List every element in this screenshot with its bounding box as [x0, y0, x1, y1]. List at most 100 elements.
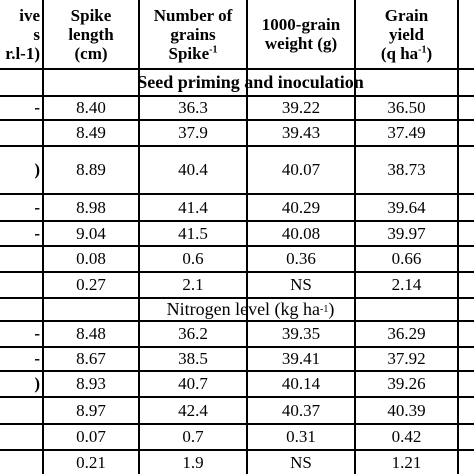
header-grains-line: Number of: [153, 5, 233, 25]
header-spike-length-line: (cm): [74, 43, 108, 63]
column-divider: [138, 0, 140, 474]
row-divider: [0, 68, 474, 70]
header-yield-line: (q ha-1): [381, 44, 432, 63]
row-edge-label: -: [34, 223, 40, 243]
header-grain-yield: Grain yield (q ha-1): [356, 0, 457, 68]
row-edge-label: -: [34, 349, 40, 368]
cell-grains: 2.1: [182, 275, 204, 294]
header-treatment-line: ive: [19, 5, 40, 25]
cell-yield: 37.49: [387, 123, 426, 142]
cell-spike-length: 8.40: [76, 98, 106, 117]
cell-yield: 0.42: [391, 427, 422, 446]
cell-spike-length: 9.04: [76, 223, 106, 243]
header-spike-length: Spike length (cm): [44, 0, 138, 68]
cell-spike-length: 0.07: [76, 427, 106, 446]
row-divider: [0, 423, 474, 425]
cell-grains: 1.9: [182, 452, 204, 472]
row-divider: [0, 297, 474, 299]
column-divider: [42, 0, 44, 474]
cell-yield: 40.39: [387, 400, 426, 420]
cell-spike-length: 0.08: [76, 249, 106, 268]
cell-weight: 39.22: [281, 98, 321, 117]
cell-yield: 36.50: [387, 98, 426, 117]
cell-weight: 39.43: [281, 123, 321, 142]
cell-yield: 1.21: [391, 452, 422, 472]
cell-yield: 39.26: [387, 374, 426, 393]
header-yield-line: yield: [389, 24, 424, 44]
cell-spike-length: 8.97: [76, 400, 106, 420]
cell-weight: 0.31: [286, 427, 316, 446]
cell-yield: 37.92: [387, 349, 426, 368]
row-divider: [0, 245, 474, 247]
row-edge-label: [0, 247, 40, 271]
row-divider: [0, 346, 474, 348]
section-title-nitrogen: Nitrogen level (kg ha -1): [166, 299, 335, 319]
row-divider: [0, 396, 474, 398]
cell-weight: 40.14: [281, 374, 321, 393]
cell-spike-length: 8.89: [76, 160, 106, 179]
cell-weight: 40.07: [281, 160, 321, 179]
header-yield-sup: -1: [418, 43, 427, 55]
row-divider: [0, 220, 474, 222]
cell-grains: 36.3: [178, 98, 208, 117]
header-weight-line: 1000-grain: [261, 15, 341, 34]
row-edge-label: [0, 425, 40, 449]
column-divider: [354, 0, 356, 474]
row-edge-label: -: [34, 197, 40, 217]
cell-spike-length: 0.27: [76, 275, 106, 294]
header-grains-line: Spike-1: [169, 44, 218, 63]
cell-yield: 2.14: [391, 275, 422, 294]
cell-spike-length: 0.21: [76, 452, 106, 472]
row-edge-label: ): [34, 160, 40, 179]
header-grains-unit: Spike: [168, 43, 210, 63]
cell-yield: 39.97: [387, 223, 426, 243]
cell-grains: 41.5: [178, 223, 208, 243]
row-divider: [0, 119, 474, 121]
cell-yield: 39.64: [387, 197, 426, 217]
header-grains-line: grains: [170, 24, 216, 44]
header-yield-line: Grain: [384, 5, 429, 25]
row-edge-label: [0, 121, 40, 145]
cell-grains: 38.5: [178, 349, 208, 368]
nitrogen-title-close: ): [328, 299, 335, 319]
cell-grains: 40.7: [178, 374, 208, 393]
row-edge-label: [0, 398, 40, 423]
row-divider: [0, 271, 474, 273]
row-divider: [0, 145, 474, 147]
header-spike-length-line: Spike: [70, 5, 112, 25]
cell-grains: 37.9: [178, 123, 208, 142]
cell-weight: 40.08: [281, 223, 321, 243]
cell-grains: 0.7: [182, 427, 204, 446]
row-edge-label: [0, 273, 40, 297]
header-1000-grain-weight: 1000-grain weight (g): [248, 0, 354, 68]
nitrogen-title-text: Nitrogen level (kg ha: [166, 299, 321, 319]
cell-spike-length: 8.98: [76, 197, 106, 217]
cell-grains: 42.4: [178, 400, 208, 420]
row-divider: [0, 320, 474, 322]
header-yield-unit: (q ha: [380, 43, 419, 63]
column-divider: [457, 0, 459, 474]
cell-weight: 40.37: [281, 400, 321, 420]
cell-grains: 36.2: [178, 324, 208, 343]
cell-yield: 36.29: [387, 324, 426, 343]
header-grains-sup: -1: [209, 43, 218, 55]
row-divider: [0, 95, 474, 97]
header-yield-close: ): [426, 43, 433, 63]
row-edge-label: -: [34, 98, 40, 117]
row-edge-label: ): [34, 374, 40, 393]
section-title-seed: Seed priming and inoculation: [137, 72, 364, 92]
header-treatment: ive s r.l-1): [0, 0, 42, 68]
cell-spike-length: 8.49: [76, 123, 106, 142]
header-treatment-line: s: [33, 24, 40, 44]
row-divider: [0, 449, 474, 451]
cell-spike-length: 8.48: [76, 324, 106, 343]
header-grains-per-spike: Number of grains Spike-1: [140, 0, 246, 68]
cell-yield: 38.73: [387, 160, 426, 179]
header-treatment-line: r.l-1): [5, 43, 40, 63]
cell-weight: NS: [290, 275, 312, 294]
cell-spike-length: 8.67: [76, 349, 106, 368]
cell-weight: 40.29: [281, 197, 321, 217]
header-spike-length-line: length: [68, 24, 114, 44]
cell-weight: 39.41: [281, 349, 321, 368]
